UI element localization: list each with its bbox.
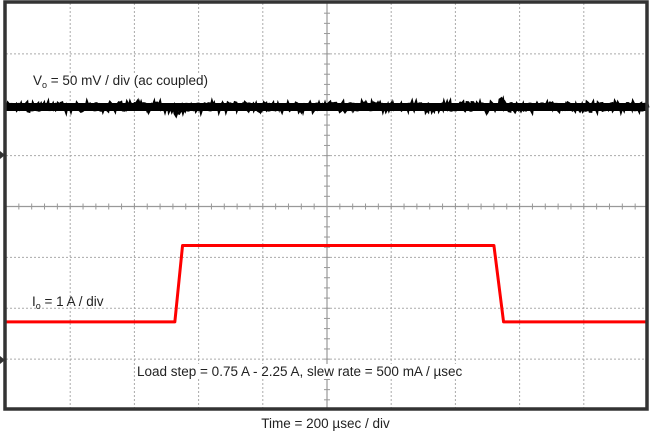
vo-scale-label: Vo = 50 mV / div (ac coupled) — [32, 73, 209, 90]
traces — [5, 95, 650, 324]
io-trace — [6, 244, 648, 324]
vo-trace-band — [6, 103, 648, 111]
ground-marker-io — [0, 356, 5, 364]
ground-marker-vo — [0, 151, 5, 159]
frame — [3, 0, 649, 411]
time-scale-label: Time = 200 µsec / div — [261, 416, 390, 431]
load-step-label: Load step = 0.75 A - 2.25 A, slew rate =… — [135, 364, 465, 379]
io-scale-label: Io = 1 A / div — [32, 294, 104, 311]
center-axes — [5, 2, 648, 410]
